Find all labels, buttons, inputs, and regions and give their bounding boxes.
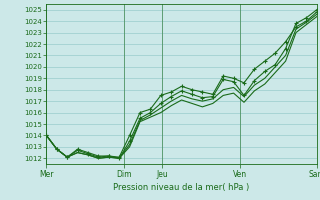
X-axis label: Pression niveau de la mer( hPa ): Pression niveau de la mer( hPa ) [114, 183, 250, 192]
